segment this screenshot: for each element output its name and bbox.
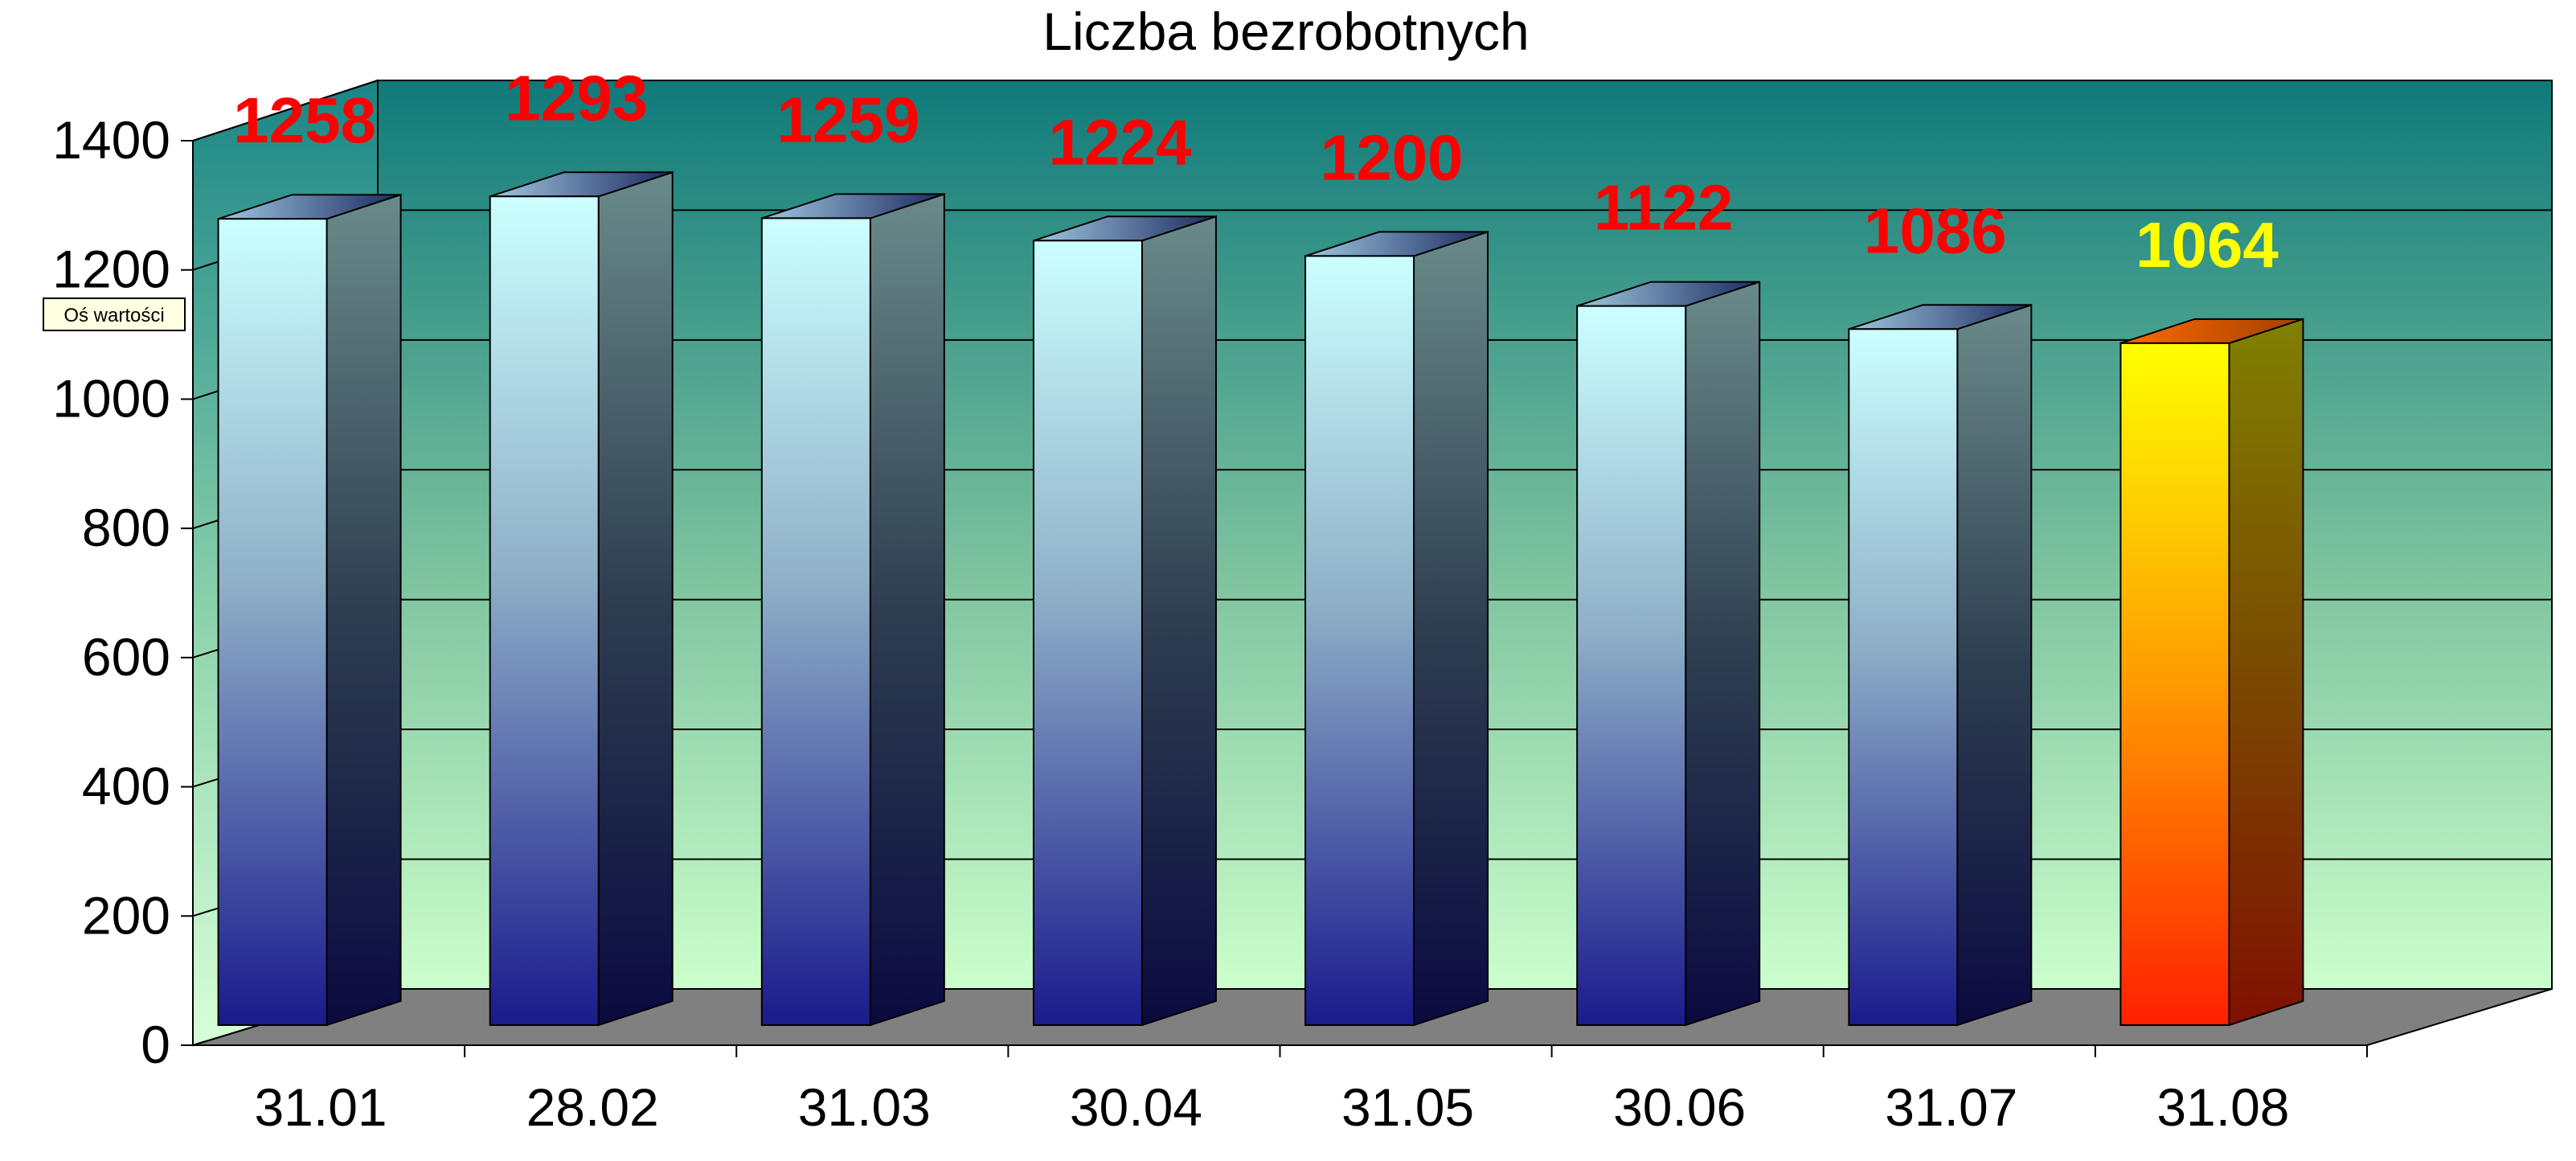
bar: [760, 193, 945, 1027]
axis-tooltip: Oś wartości: [43, 297, 186, 331]
x-tick-label: 31.01: [254, 1077, 387, 1137]
y-tick-label: 1200: [52, 240, 170, 299]
x-tick-label: 31.07: [1885, 1077, 2017, 1137]
bar-side-face: [597, 170, 674, 1027]
y-tick-label: 1400: [52, 110, 170, 170]
y-tick-label: 400: [82, 757, 170, 816]
bar: [1304, 231, 1489, 1027]
x-tick-label: 30.06: [1613, 1077, 1746, 1137]
bar-side-face: [869, 193, 945, 1027]
value-axis: 0 200 400 600 800 1000 1200 1400: [52, 110, 194, 1074]
y-tick-label: 800: [82, 498, 170, 557]
bar-front-face: [489, 195, 600, 1026]
bar-side-face: [1141, 215, 1217, 1027]
bars: [217, 170, 2304, 1027]
chart-title: Liczba bezrobotnych: [1042, 2, 1529, 61]
bar-side-face: [1685, 281, 1761, 1027]
bar-front-face: [1304, 255, 1415, 1026]
bar: [1576, 281, 1761, 1027]
bar-side-face: [1413, 231, 1489, 1027]
bar-front-face: [760, 217, 871, 1026]
y-tick-label: 0: [141, 1015, 170, 1074]
gridline-side: [192, 80, 379, 142]
data-label: 1200: [1321, 121, 1464, 193]
bar-front-face: [2119, 342, 2230, 1026]
bar-side-face: [2228, 318, 2304, 1027]
data-label: 1224: [1048, 106, 1191, 178]
y-tick-label: 200: [82, 885, 170, 945]
data-label: 1122: [1594, 172, 1734, 244]
bar-side-face: [326, 193, 402, 1027]
y-tick-label: 600: [82, 627, 170, 687]
data-label: 1293: [505, 62, 648, 133]
bar-highlighted: [2119, 318, 2304, 1027]
bar: [1848, 303, 2033, 1027]
bar: [217, 193, 402, 1027]
data-label: 1259: [776, 84, 919, 155]
x-tick-label: 30.04: [1070, 1077, 1202, 1137]
bar: [489, 170, 674, 1027]
data-label: 1258: [233, 84, 376, 156]
bar-side-face: [1956, 303, 2033, 1027]
x-tick-label: 31.05: [1341, 1077, 1474, 1137]
data-label: 1064: [2136, 209, 2279, 281]
bar: [1032, 215, 1217, 1027]
bar-front-face: [1848, 328, 1959, 1026]
data-label: 1086: [1864, 195, 2007, 266]
category-axis: 31.01 28.02 31.03 30.04 31.05 30.06 31.07 31.08: [193, 1044, 2368, 1137]
axis-tooltip-text: Oś wartości: [63, 305, 164, 326]
x-tick-label: 31.08: [2156, 1077, 2289, 1137]
y-tick-label: 1000: [52, 368, 170, 428]
bar-front-face: [1032, 240, 1143, 1027]
bar-front-face: [1576, 305, 1687, 1026]
x-tick-label: 28.02: [526, 1077, 659, 1137]
bar-front-face: [217, 218, 328, 1026]
data-labels: 1258 1293 1259 1224 1200 1122 1086 1064: [233, 62, 2279, 281]
x-tick-label: 31.03: [798, 1077, 931, 1137]
